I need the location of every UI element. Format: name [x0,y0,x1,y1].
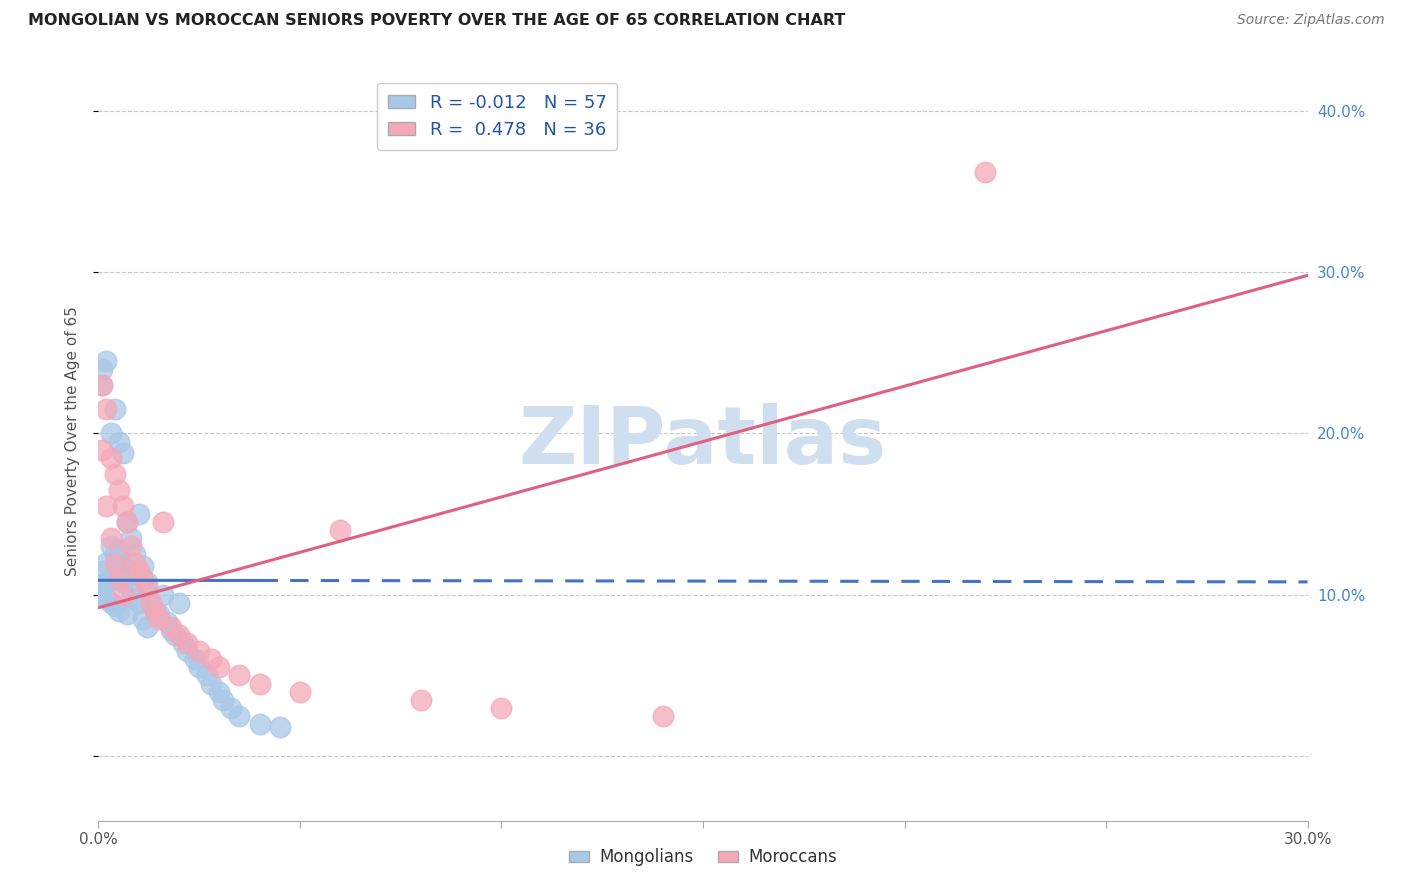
Point [100,572,122,586]
Point [651,708,673,723]
Point [120,540,142,554]
Point [120,582,142,597]
Point [115,568,138,582]
Point [409,692,432,706]
Point [249,676,271,690]
Text: MONGOLIAN VS MOROCCAN SENIORS POVERTY OVER THE AGE OF 65 CORRELATION CHART: MONGOLIAN VS MOROCCAN SENIORS POVERTY OV… [28,13,845,29]
Point [135,574,157,589]
Point [111,574,134,589]
Point [124,556,146,570]
Point [100,532,122,546]
Point [107,542,129,557]
Point [115,515,138,529]
Point [167,628,190,642]
Point [103,599,125,613]
Point [96,574,118,589]
Point [228,708,250,723]
Point [143,604,166,618]
Point [96,402,118,417]
Point [103,402,125,417]
Point [139,596,162,610]
Point [148,607,170,622]
Point [124,548,146,562]
Point [132,558,155,573]
Point [172,636,194,650]
Point [100,450,122,465]
Point [184,652,207,666]
Point [143,604,166,618]
Point [91,362,114,376]
Point [200,652,222,666]
Point [107,572,129,586]
Point [176,644,198,658]
Point [128,507,150,521]
Point [132,612,155,626]
Point [103,467,125,481]
Point [96,499,118,513]
Point [156,615,179,630]
Point [135,620,157,634]
Point [228,668,250,682]
Point [103,556,125,570]
Point [491,700,513,714]
Point [96,556,118,570]
Point [974,165,997,179]
Point [135,580,157,594]
Point [188,644,211,658]
Point [188,660,211,674]
Point [91,378,114,392]
Point [195,668,218,682]
Point [160,620,183,634]
Point [200,676,222,690]
Point [163,628,186,642]
Point [212,692,235,706]
Point [132,572,155,586]
Point [103,568,125,582]
Point [124,591,146,605]
Point [100,596,122,610]
Legend: Mongolians, Moroccans: Mongolians, Moroccans [562,842,844,873]
Point [128,596,150,610]
Point [100,540,122,554]
Point [288,684,311,698]
Point [128,564,150,578]
Point [152,515,174,529]
Point [148,612,170,626]
Point [221,700,243,714]
Point [115,607,138,622]
Point [111,446,134,460]
Point [176,636,198,650]
Point [107,564,129,578]
Point [329,523,352,537]
Point [96,591,118,605]
Point [208,684,231,698]
Point [103,548,125,562]
Point [91,564,114,578]
Point [139,596,162,610]
Point [91,442,114,457]
Point [120,532,142,546]
Y-axis label: Seniors Poverty Over the Age of 65: Seniors Poverty Over the Age of 65 [65,307,80,576]
Point [111,558,134,573]
Point [249,716,271,731]
Point [111,588,134,602]
Point [107,483,129,497]
Text: ZIPatlas: ZIPatlas [519,402,887,481]
Point [115,515,138,529]
Point [208,660,231,674]
Point [91,588,114,602]
Point [107,604,129,618]
Point [107,434,129,449]
Point [167,596,190,610]
Point [111,499,134,513]
Point [152,588,174,602]
Point [91,576,114,591]
Text: Source: ZipAtlas.com: Source: ZipAtlas.com [1237,13,1385,28]
Point [100,426,122,441]
Point [269,720,291,734]
Point [160,624,183,638]
Point [96,354,118,368]
Point [91,378,114,392]
